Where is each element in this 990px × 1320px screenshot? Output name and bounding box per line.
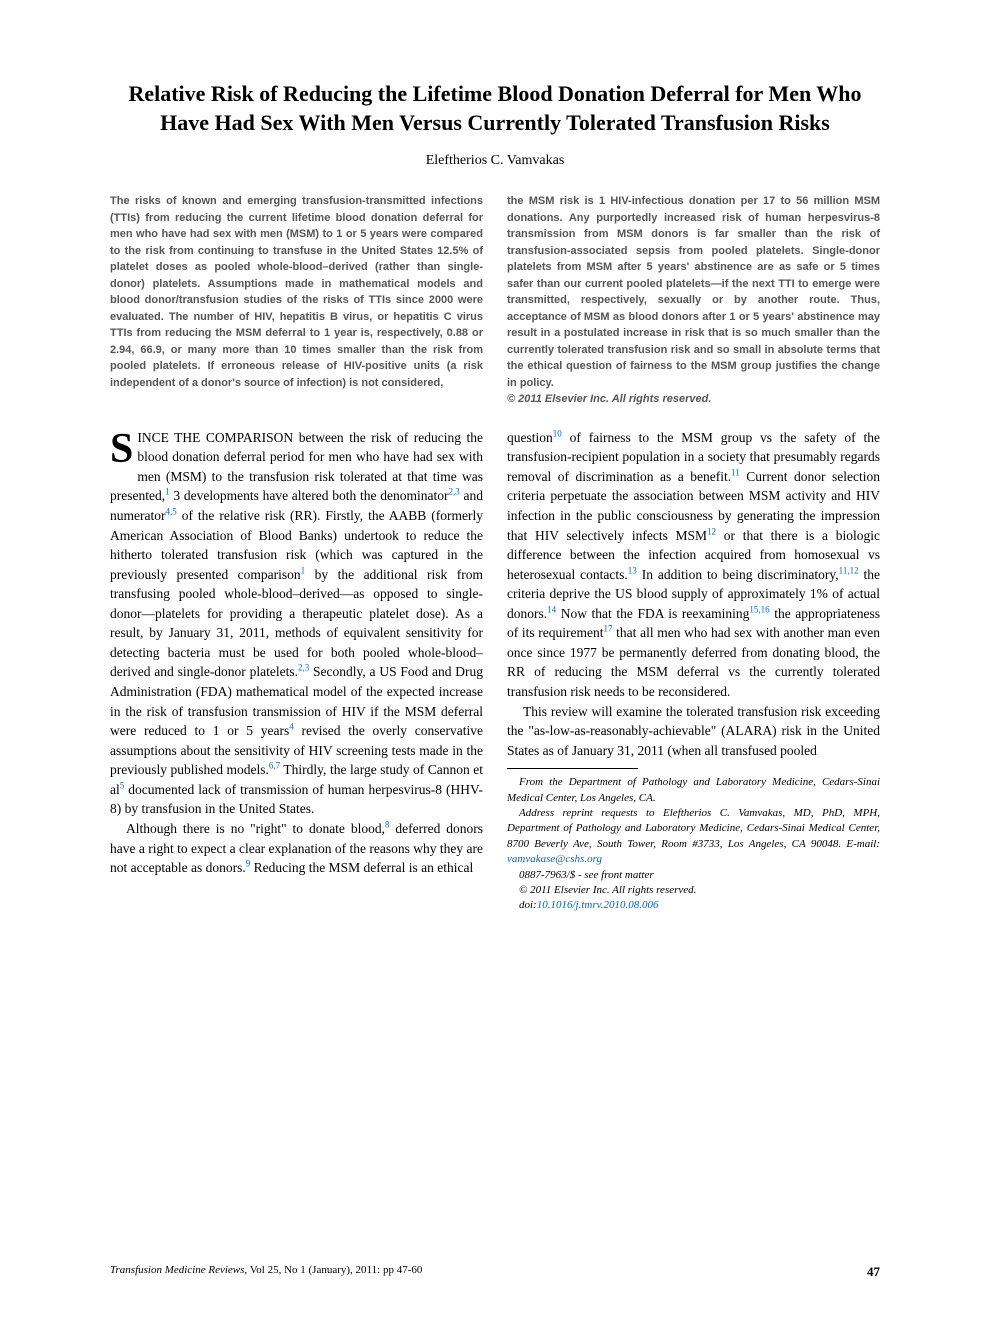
body-left-column: SINCE THE COMPARISON between the risk of… bbox=[110, 428, 483, 914]
citation-13[interactable]: 13 bbox=[628, 565, 637, 575]
abstract-right-column: the MSM risk is 1 HIV-infectious donatio… bbox=[507, 193, 880, 408]
dropcap: S bbox=[110, 428, 137, 468]
citation-2-3[interactable]: 2,3 bbox=[449, 487, 460, 497]
paragraph-3: question10 of fairness to the MSM group … bbox=[507, 428, 880, 702]
footnote-doi: doi:10.1016/j.tmrv.2010.08.006 bbox=[507, 898, 880, 913]
paragraph-4: This review will examine the tolerated t… bbox=[507, 702, 880, 761]
abstract-copyright: © 2011 Elsevier Inc. All rights reserved… bbox=[507, 393, 711, 405]
author-email[interactable]: vamvakase@cshs.org bbox=[507, 853, 602, 865]
citation-6-7[interactable]: 6,7 bbox=[269, 761, 280, 771]
abstract: The risks of known and emerging transfus… bbox=[110, 193, 880, 408]
body-right-column: question10 of fairness to the MSM group … bbox=[507, 428, 880, 914]
first-words: INCE THE COMPARISON bbox=[137, 430, 293, 445]
abstract-right-text: the MSM risk is 1 HIV-infectious donatio… bbox=[507, 195, 880, 389]
citation-11[interactable]: 11 bbox=[731, 467, 740, 477]
citation-11-12[interactable]: 11,12 bbox=[839, 565, 859, 575]
citation-4-5[interactable]: 4,5 bbox=[165, 506, 176, 516]
footnote-from: From the Department of Pathology and Lab… bbox=[507, 775, 880, 806]
footnote-address: Address reprint requests to Eleftherios … bbox=[507, 806, 880, 868]
page-number: 47 bbox=[867, 1264, 880, 1280]
abstract-left-column: The risks of known and emerging transfus… bbox=[110, 193, 483, 408]
body-text: SINCE THE COMPARISON between the risk of… bbox=[110, 428, 880, 914]
journal-citation: Transfusion Medicine Reviews, Vol 25, No… bbox=[110, 1264, 422, 1280]
page-footer: Transfusion Medicine Reviews, Vol 25, No… bbox=[110, 1264, 880, 1280]
footnote-copyright: © 2011 Elsevier Inc. All rights reserved… bbox=[507, 883, 880, 898]
paragraph-2: Although there is no "right" to donate b… bbox=[110, 819, 483, 878]
citation-12[interactable]: 12 bbox=[707, 526, 716, 536]
citation-17[interactable]: 17 bbox=[604, 624, 613, 634]
footnote-divider bbox=[507, 768, 638, 769]
citation-10[interactable]: 10 bbox=[553, 428, 562, 438]
citation-14[interactable]: 14 bbox=[547, 604, 556, 614]
footnote-issn: 0887-7963/$ - see front matter bbox=[507, 868, 880, 883]
paragraph-1: SINCE THE COMPARISON between the risk of… bbox=[110, 428, 483, 819]
article-title: Relative Risk of Reducing the Lifetime B… bbox=[110, 80, 880, 137]
citation-2-3b[interactable]: 2,3 bbox=[298, 663, 309, 673]
author-name: Eleftherios C. Vamvakas bbox=[110, 153, 880, 169]
citation-15-16[interactable]: 15,16 bbox=[749, 604, 769, 614]
doi-link[interactable]: 10.1016/j.tmrv.2010.08.006 bbox=[537, 899, 659, 911]
